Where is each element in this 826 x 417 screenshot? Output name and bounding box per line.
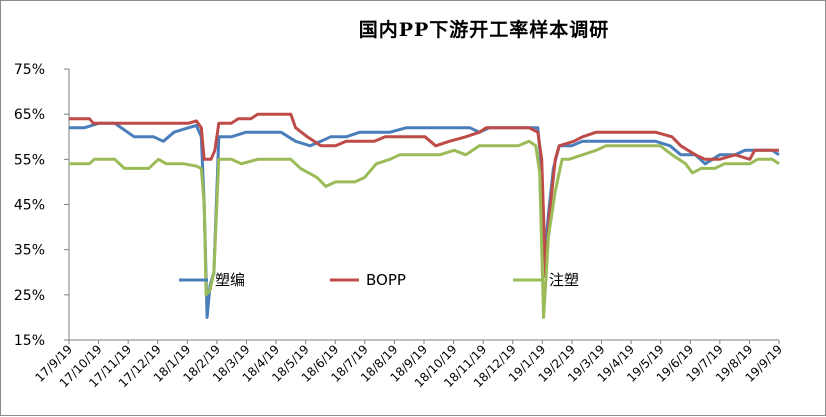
chart-title: 国内PP下游开工率样本调研 <box>359 18 610 41</box>
y-tick-label: 15% <box>14 333 45 349</box>
y-tick-label: 25% <box>14 288 45 304</box>
y-tick-label: 35% <box>14 243 45 259</box>
y-tick-label: 55% <box>14 152 45 168</box>
y-tick-label: 75% <box>14 62 45 78</box>
legend: 塑编 BOPP 注塑 <box>179 271 579 289</box>
x-axis-ticks: 17/9/1917/10/1917/11/1917/12/1918/1/1918… <box>33 340 785 390</box>
legend-label-2: 注塑 <box>549 271 579 289</box>
legend-label-0: 塑编 <box>215 271 245 289</box>
y-tick-label: 45% <box>14 198 45 214</box>
y-axis-ticks: 15% 25% 35% 45% 55% 65% 75% <box>14 62 69 349</box>
axes <box>68 69 779 341</box>
series-line-1 <box>69 112 779 279</box>
legend-label-1: BOPP <box>366 271 406 289</box>
series-line-2 <box>69 139 780 319</box>
series-line-0 <box>69 121 780 319</box>
series-lines <box>69 112 780 319</box>
y-tick-label: 65% <box>14 107 45 123</box>
